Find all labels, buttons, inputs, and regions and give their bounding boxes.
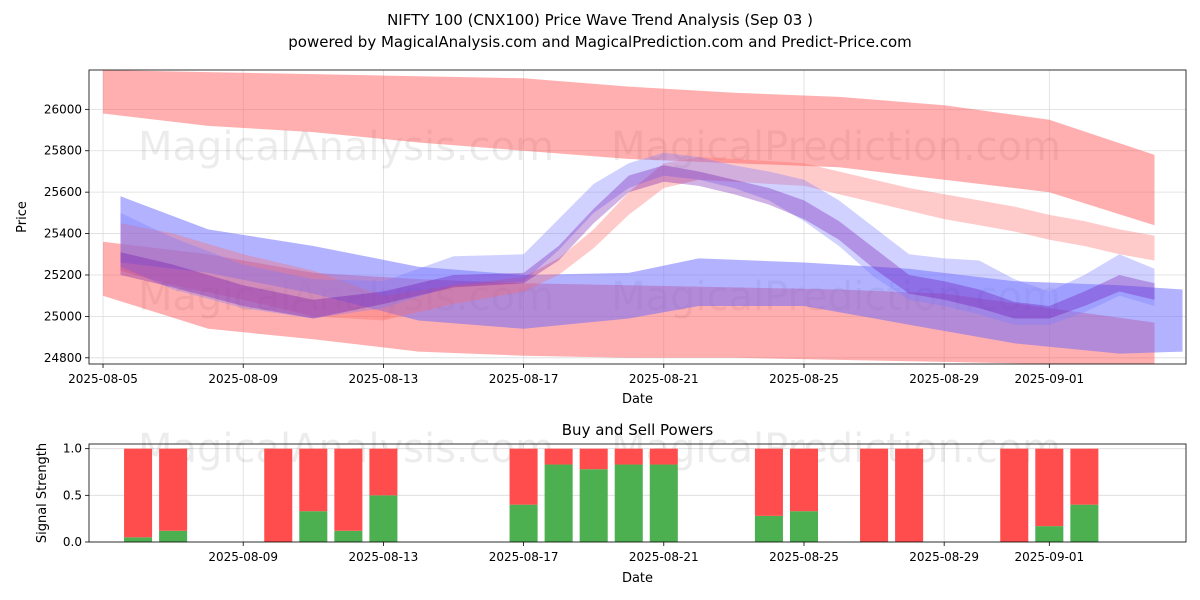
chart-subtitle: powered by MagicalAnalysis.com and Magic… xyxy=(288,33,912,51)
sell-bar xyxy=(299,448,328,512)
y-axis-label: Signal Strength xyxy=(35,443,50,543)
sell-bar xyxy=(369,448,398,496)
sell-bar xyxy=(789,448,818,512)
watermark-text: MagicalPrediction.com xyxy=(611,426,1061,472)
buy-bar xyxy=(579,469,608,542)
x-tick-label: 2025-08-29 xyxy=(909,550,979,564)
band-purple-core-wave xyxy=(120,165,1155,319)
x-tick-label: 2025-08-09 xyxy=(208,372,278,386)
chart-title: NIFTY 100 (CNX100) Price Wave Trend Anal… xyxy=(387,11,813,29)
sell-bar xyxy=(124,448,153,538)
sell-bar xyxy=(1070,448,1099,505)
signal-chart-title: Buy and Sell Powers xyxy=(562,421,714,439)
sell-bar xyxy=(1035,448,1064,527)
signal-chart: MagicalAnalysis.comMagicalPrediction.com… xyxy=(35,421,1187,586)
x-tick-label: 2025-08-25 xyxy=(769,372,839,386)
plot-frame xyxy=(88,69,1187,365)
y-tick-label: 25000 xyxy=(44,309,82,323)
y-tick-label: 0.5 xyxy=(63,488,82,502)
band-red-upper-band xyxy=(103,70,1155,226)
y-tick-label: 25200 xyxy=(44,268,82,282)
y-axis-label: Price xyxy=(15,201,30,233)
x-tick-label: 2025-08-21 xyxy=(629,550,699,564)
x-tick-label: 2025-08-21 xyxy=(629,372,699,386)
x-tick-label: 2025-08-05 xyxy=(68,372,138,386)
watermark-text: MagicalAnalysis.com xyxy=(138,124,554,170)
buy-bar xyxy=(649,464,678,542)
buy-bar xyxy=(754,515,783,542)
sell-bar xyxy=(159,448,188,531)
sell-bar xyxy=(860,448,889,542)
price-chart: MagicalAnalysis.com MagicalPrediction.com… xyxy=(15,69,1187,407)
sell-bar xyxy=(544,448,573,465)
sell-bar xyxy=(895,448,924,542)
sell-bar xyxy=(579,448,608,470)
y-tick-label: 1.0 xyxy=(63,442,82,456)
buy-bar xyxy=(1035,526,1064,542)
y-tick-label: 25400 xyxy=(44,227,82,241)
buy-bar xyxy=(1070,504,1099,542)
y-tick-label: 24800 xyxy=(44,351,82,365)
watermark-text: MagicalPrediction.com xyxy=(611,124,1061,170)
buy-bar xyxy=(509,504,538,542)
buy-bar xyxy=(159,530,188,542)
x-axis-label: Date xyxy=(622,392,653,407)
y-tick-label: 25600 xyxy=(44,185,82,199)
band-blue-mid-wave xyxy=(120,152,1155,325)
x-tick-label: 2025-08-17 xyxy=(489,550,559,564)
y-tick-label: 0.0 xyxy=(63,535,82,549)
buy-bar xyxy=(369,495,398,542)
sell-bar xyxy=(649,448,678,465)
x-tick-label: 2025-09-01 xyxy=(1014,550,1084,564)
buy-bar xyxy=(334,530,363,542)
y-tick-label: 25800 xyxy=(44,144,82,158)
buy-bar xyxy=(124,537,153,542)
x-tick-label: 2025-08-13 xyxy=(349,550,419,564)
x-tick-label: 2025-08-17 xyxy=(489,372,559,386)
x-axis-label: Date xyxy=(622,571,653,586)
sell-bar xyxy=(509,448,538,505)
x-tick-label: 2025-08-25 xyxy=(769,550,839,564)
sell-bar xyxy=(334,448,363,531)
sell-bar xyxy=(754,448,783,516)
buy-bar xyxy=(299,511,328,542)
x-tick-label: 2025-08-13 xyxy=(349,372,419,386)
band-layer xyxy=(103,70,1183,364)
sell-bar xyxy=(614,448,643,465)
sell-bar xyxy=(264,448,293,542)
buy-bar xyxy=(614,464,643,542)
buy-bar xyxy=(544,464,573,542)
x-tick-label: 2025-08-09 xyxy=(208,550,278,564)
x-tick-label: 2025-09-01 xyxy=(1014,372,1084,386)
band-red-mid-wave xyxy=(120,157,1155,321)
y-tick-label: 26000 xyxy=(44,102,82,116)
x-tick-label: 2025-08-29 xyxy=(909,372,979,386)
band-blue-lower-band xyxy=(120,196,1183,354)
sell-bar xyxy=(1000,448,1029,542)
plot-frame xyxy=(88,443,1187,543)
buy-bar xyxy=(789,511,818,542)
